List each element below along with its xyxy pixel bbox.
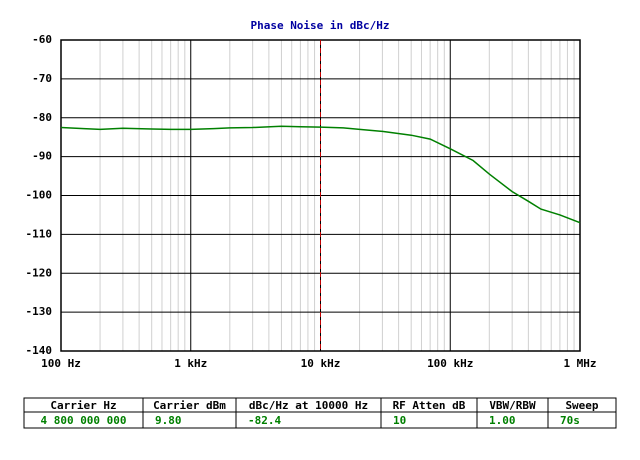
x-tick-label: 1 MHz [563,357,596,370]
table-header: RF Atten dB [393,399,466,412]
table-header: VBW/RBW [489,399,536,412]
table-frame [23,397,617,429]
y-tick-label: -130 [26,305,53,318]
table-header: Sweep [565,399,598,412]
table-cell: 4 800 000 000 [40,414,126,427]
y-tick-label: -140 [26,344,53,357]
chart-title: Phase Noise in dBc/Hz [250,19,389,32]
table-cell: 9.80 [155,414,182,427]
table-cell: 70s [560,414,580,427]
x-tick-label: 1 kHz [174,357,207,370]
y-tick-label: -70 [32,72,52,85]
table-header: Carrier Hz [50,399,116,412]
table-header: Carrier dBm [153,399,226,412]
y-tick-label: -110 [26,227,53,240]
y-tick-label: -80 [32,111,52,124]
y-tick-label: -120 [26,266,53,279]
table-cell: -82.4 [248,414,281,427]
y-tick-label: -60 [32,33,52,46]
table-cell: 10 [393,414,406,427]
table-cell: 1.00 [489,414,516,427]
x-tick-label: 10 kHz [301,357,341,370]
y-tick-label: -100 [26,189,53,202]
x-tick-label: 100 kHz [427,357,473,370]
data-line [60,125,581,224]
x-tick-label: 100 Hz [41,357,81,370]
table-header: dBc/Hz at 10000 Hz [249,399,368,412]
y-tick-label: -90 [32,150,52,163]
